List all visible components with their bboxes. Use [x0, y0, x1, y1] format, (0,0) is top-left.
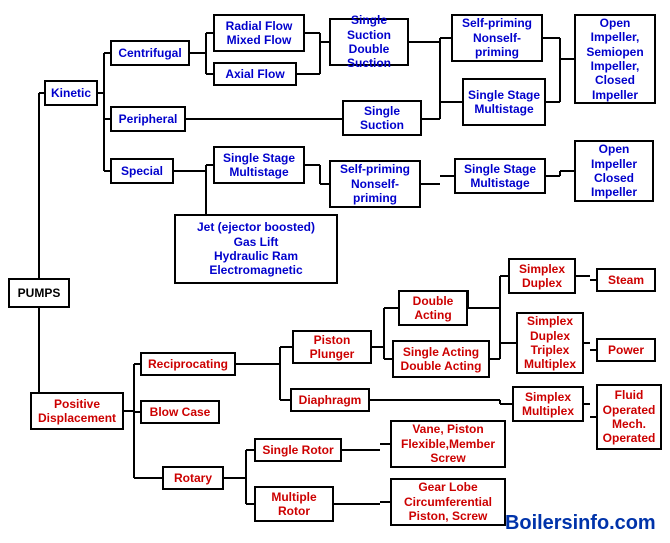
node-suction2: Single Suction [342, 100, 422, 136]
node-simdtm: SimplexDuplexTriplexMultiplex [516, 312, 584, 374]
node-fluidop: Fluid OperatedMech. Operated [596, 384, 662, 450]
node-simdup: SimplexDuplex [508, 258, 576, 294]
node-gearlobe: Gear LobeCircumferentialPiston, Screw [390, 478, 506, 526]
node-axial: Axial Flow [213, 62, 297, 86]
node-jetbox: Jet (ejector boosted)Gas LiftHydraulic R… [174, 214, 338, 284]
node-singlerotor: Single Rotor [254, 438, 342, 462]
node-selfprime2: Self-primingNonself-priming [329, 160, 421, 208]
node-peripheral: Peripheral [110, 106, 186, 132]
node-impeller1: Open Impeller,Semiopen Impeller,Closed I… [574, 14, 656, 104]
node-piston: Piston Plunger [292, 330, 372, 364]
node-simmul: SimplexMultiplex [512, 386, 584, 422]
node-kinetic: Kinetic [44, 80, 98, 106]
node-stage3: Single StageMultistage [454, 158, 546, 194]
watermark: Boilersinfo.com [505, 512, 656, 535]
node-selfprime1: Self-primingNonself-priming [451, 14, 543, 62]
node-posdisp: PositiveDisplacement [30, 392, 124, 430]
node-dblact: Double Acting [398, 290, 468, 326]
node-steam: Steam [596, 268, 656, 292]
node-blowcase: Blow Case [140, 400, 220, 424]
node-singlestage1: Single StageMultistage [213, 146, 305, 184]
node-power: Power [596, 338, 656, 362]
node-multirotor: Multiple Rotor [254, 486, 334, 522]
node-rotary: Rotary [162, 466, 224, 490]
node-stage2: Single StageMultistage [462, 78, 546, 126]
node-special: Special [110, 158, 174, 184]
node-radmix: Radial FlowMixed Flow [213, 14, 305, 52]
node-recip: Reciprocating [140, 352, 236, 376]
node-impeller2: Open ImpellerClosed Impeller [574, 140, 654, 202]
node-centrifugal: Centrifugal [110, 40, 190, 66]
node-pumps: PUMPS [8, 278, 70, 308]
node-sadact: Single ActingDouble Acting [392, 340, 490, 378]
node-suction1: Single SuctionDouble Suction [329, 18, 409, 66]
node-diaphragm: Diaphragm [290, 388, 370, 412]
node-vane: Vane, PistonFlexible,MemberScrew [390, 420, 506, 468]
